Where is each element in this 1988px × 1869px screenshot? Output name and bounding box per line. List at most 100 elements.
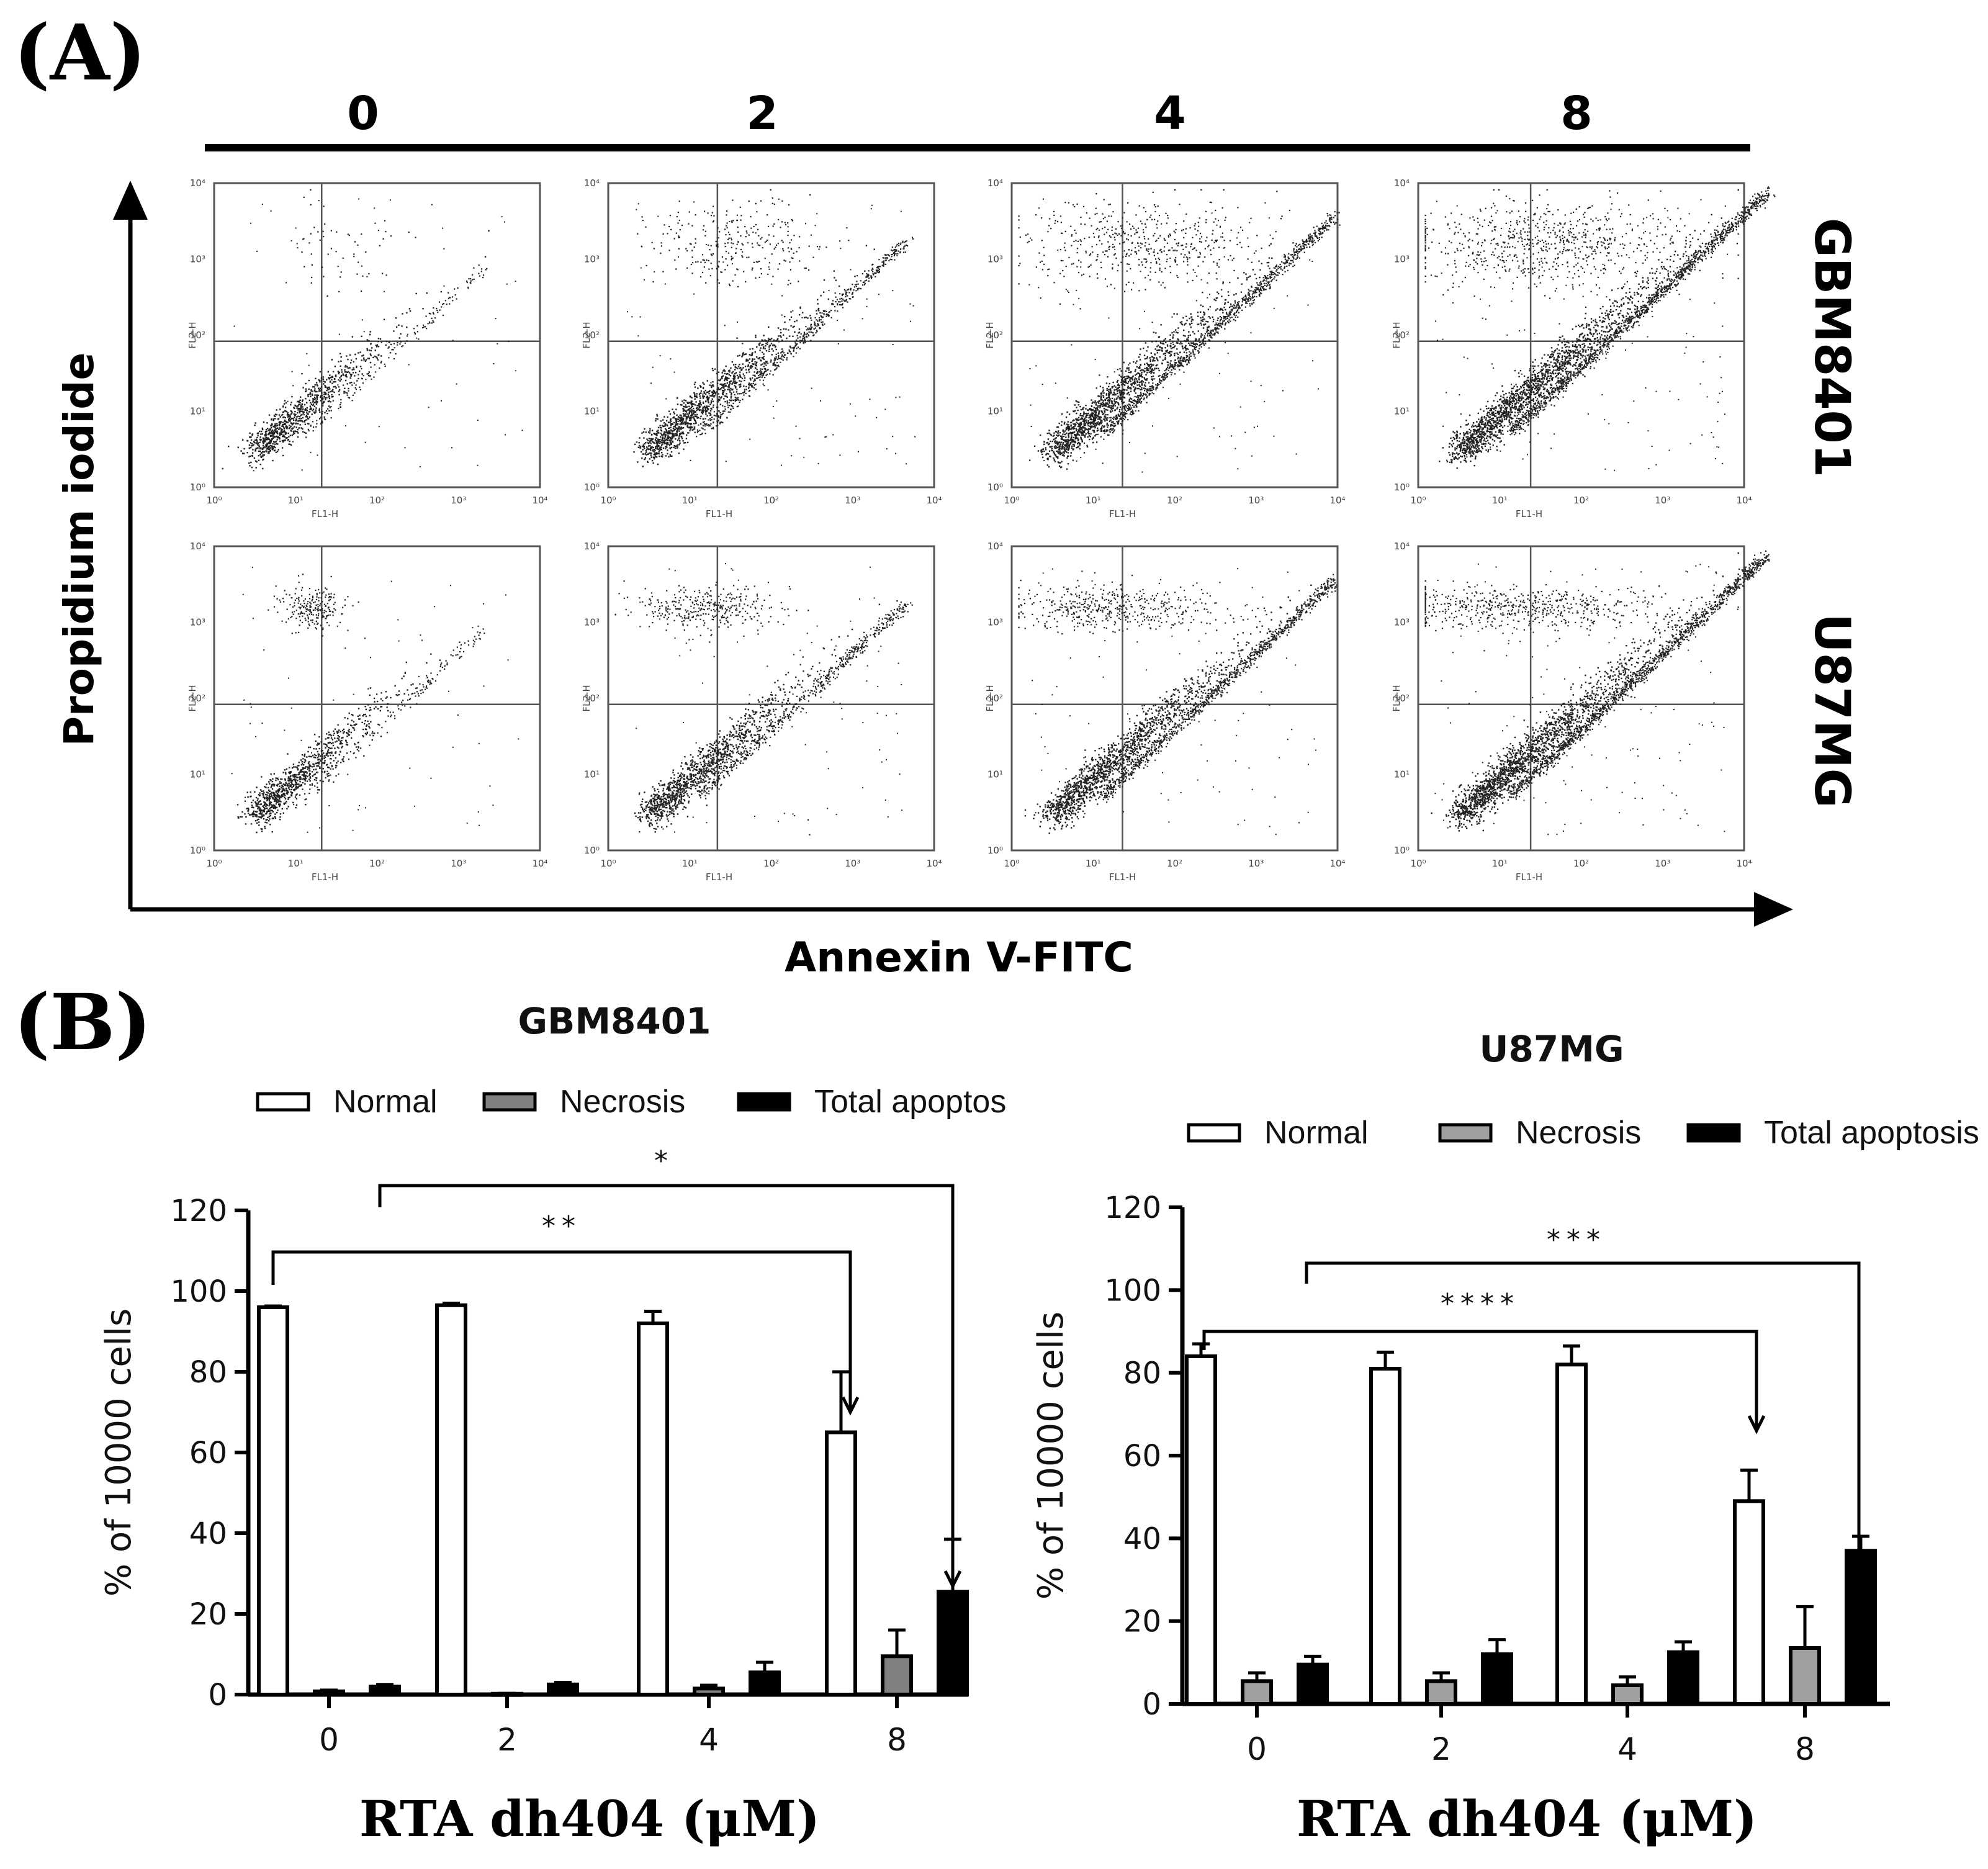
legend-label: Total apoptosis [1764,1115,1979,1151]
conc-header-8: 8 [1560,87,1593,140]
legend-swatch-normal [1187,1123,1241,1143]
y-tick-label: 20 [1123,1605,1161,1639]
facs-y-label: FL2-H [581,322,592,348]
significance-label: *** [1547,1224,1606,1256]
x-tick-label: 2 [497,1722,517,1758]
conc-header-2: 2 [746,87,778,140]
legend-label: Total apoptos [814,1084,1006,1120]
facs-x-label: FL1-H [312,871,338,883]
legend-swatch-total-apoptosis [1686,1123,1741,1143]
facs-frame [213,545,541,852]
facs-y-tick: 10¹ [987,769,1003,780]
significance-bracket [1305,1261,1861,1608]
facs-y-tick: 10⁴ [190,541,205,552]
significance-label: * [654,1145,674,1177]
facs-x-label: FL1-H [1516,871,1542,883]
facs-y-tick: 10¹ [190,769,205,780]
facs-x-label: FL1-H [1516,508,1542,520]
y-axis-label-u87mg: % of 10000 cells [1031,1312,1071,1600]
bar-total-apoptosis-0 [369,1685,401,1696]
facs-x-tick: 10² [1573,495,1589,506]
facs-x-tick: 10³ [451,495,466,506]
facs-x-tick: 10³ [451,858,466,869]
facs-frame [1417,545,1745,852]
facs-y-label: FL2-H [187,322,198,348]
significance-arrow [1850,1592,1868,1611]
facs-x-tick: 10⁴ [1736,495,1752,506]
legend-label: Necrosis [560,1084,685,1120]
facs-x-tick: 10² [1167,858,1182,869]
facs-y-tick: 10³ [190,254,205,265]
x-tick-label: 4 [699,1722,719,1758]
facs-x-label: FL1-H [312,508,338,520]
bar-total-apoptosis-4 [749,1670,781,1696]
facs-x-tick: 10⁴ [1736,858,1752,869]
panel-a-label: (A) [14,8,146,98]
facs-y-tick: 10⁴ [1394,541,1410,552]
y-tick-label: 100 [170,1274,227,1309]
facs-x-tick: 10⁴ [532,495,547,506]
x-tick-label: 8 [887,1722,907,1758]
x-axis-label-gbm8401: RTA dh404 (μM) [359,1790,820,1848]
panel-b: (B) GBM8401 Normal Necrosis Total apoptos 0 2… [14,978,1979,1848]
legend-swatch-necrosis [1438,1123,1493,1143]
facs-y-tick: 10⁴ [1394,178,1410,189]
facs-y-label: FL2-H [1391,322,1402,348]
bar-total-apoptosis-8 [1845,1549,1877,1706]
bar-necrosis-4 [1611,1683,1644,1706]
facs-y-tick: 10⁴ [190,178,205,189]
facs-y-label: FL2-H [581,685,592,711]
facs-x-tick: 10⁰ [206,495,222,506]
facs-y-tick: 10⁴ [584,178,600,189]
facs-x-tick: 10¹ [682,858,698,869]
facs-y-tick: 10³ [584,617,600,628]
facs-x-tick: 10⁰ [1410,858,1426,869]
pi-axis-label: Propidium iodide [55,353,103,747]
significance-bracket [271,1250,852,1412]
facs-y-tick: 10³ [1394,617,1410,628]
facs-x-tick: 10¹ [1086,858,1101,869]
facs-x-tick: 10⁴ [926,858,942,869]
y-tick-label: 60 [189,1436,227,1470]
facs-y-label: FL2-H [984,685,996,711]
facs-y-tick: 10⁴ [987,541,1003,552]
bar-necrosis-2 [1425,1679,1457,1706]
y-tick-label: 40 [189,1516,227,1551]
legend-swatch-necrosis [482,1092,537,1112]
x-tick-label: 0 [319,1722,339,1758]
facs-x-tick: 10³ [1655,858,1670,869]
facs-y-tick: 10¹ [987,406,1003,417]
cell-line-label-u87mg: U87MG [1804,613,1860,808]
facs-y-tick: 10¹ [1394,406,1410,417]
facs-y-label: FL2-H [187,685,198,711]
facs-y-tick: 10¹ [1394,769,1410,780]
bar-necrosis-0 [313,1689,345,1697]
y-tick-label: 120 [1104,1191,1161,1225]
bar-normal-0 [257,1305,289,1696]
y-tick-label: 100 [1104,1273,1161,1308]
facs-x-tick: 10⁴ [926,495,942,506]
bar-necrosis-0 [1241,1679,1273,1706]
legend-label: Normal [333,1084,438,1120]
facs-y-tick: 10³ [987,617,1003,628]
y-tick-label: 60 [1123,1439,1161,1474]
x-tick-label: 4 [1617,1731,1637,1767]
bar-normal-4 [637,1322,669,1696]
x-axis-label-u87mg: RTA dh404 (μM) [1297,1790,1757,1848]
y-tick-label: 120 [170,1194,227,1228]
bar-normal-8 [825,1430,857,1696]
facs-y-label: FL2-H [1391,685,1402,711]
cell-line-label-gbm8401: GBM8401 [1804,218,1860,477]
facs-x-tick: 10² [1167,495,1182,506]
bar-normal-2 [1369,1367,1401,1706]
facs-y-tick: 10⁰ [584,482,600,493]
facs-x-tick: 10² [763,858,779,869]
legend-swatch-total-apoptosis [737,1092,791,1112]
